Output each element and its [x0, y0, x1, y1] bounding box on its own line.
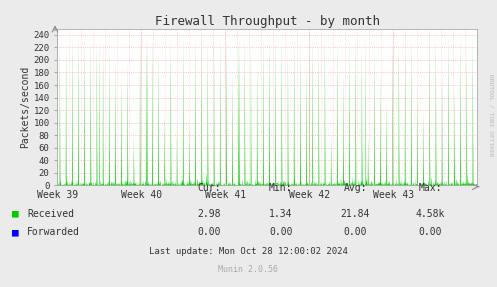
Text: Last update: Mon Oct 28 12:00:02 2024: Last update: Mon Oct 28 12:00:02 2024 [149, 247, 348, 256]
Text: Cur:: Cur: [197, 183, 221, 193]
Text: Received: Received [27, 209, 75, 219]
Text: ■: ■ [12, 209, 19, 219]
Text: 1.34: 1.34 [269, 209, 293, 219]
Text: 2.98: 2.98 [197, 209, 221, 219]
Y-axis label: Packets/second: Packets/second [20, 66, 31, 148]
Text: Forwarded: Forwarded [27, 228, 80, 237]
Text: 0.00: 0.00 [269, 228, 293, 237]
Text: Avg:: Avg: [343, 183, 367, 193]
Text: 21.84: 21.84 [340, 209, 370, 219]
Text: RRDTOOL / TOBI OETIKER: RRDTOOL / TOBI OETIKER [489, 73, 494, 156]
Text: 4.58k: 4.58k [415, 209, 445, 219]
Text: Munin 2.0.56: Munin 2.0.56 [219, 265, 278, 274]
Text: 0.00: 0.00 [418, 228, 442, 237]
Text: 0.00: 0.00 [197, 228, 221, 237]
Text: ■: ■ [12, 228, 19, 237]
Text: 0.00: 0.00 [343, 228, 367, 237]
Text: Max:: Max: [418, 183, 442, 193]
Text: Min:: Min: [269, 183, 293, 193]
Title: Firewall Throughput - by month: Firewall Throughput - by month [155, 15, 380, 28]
